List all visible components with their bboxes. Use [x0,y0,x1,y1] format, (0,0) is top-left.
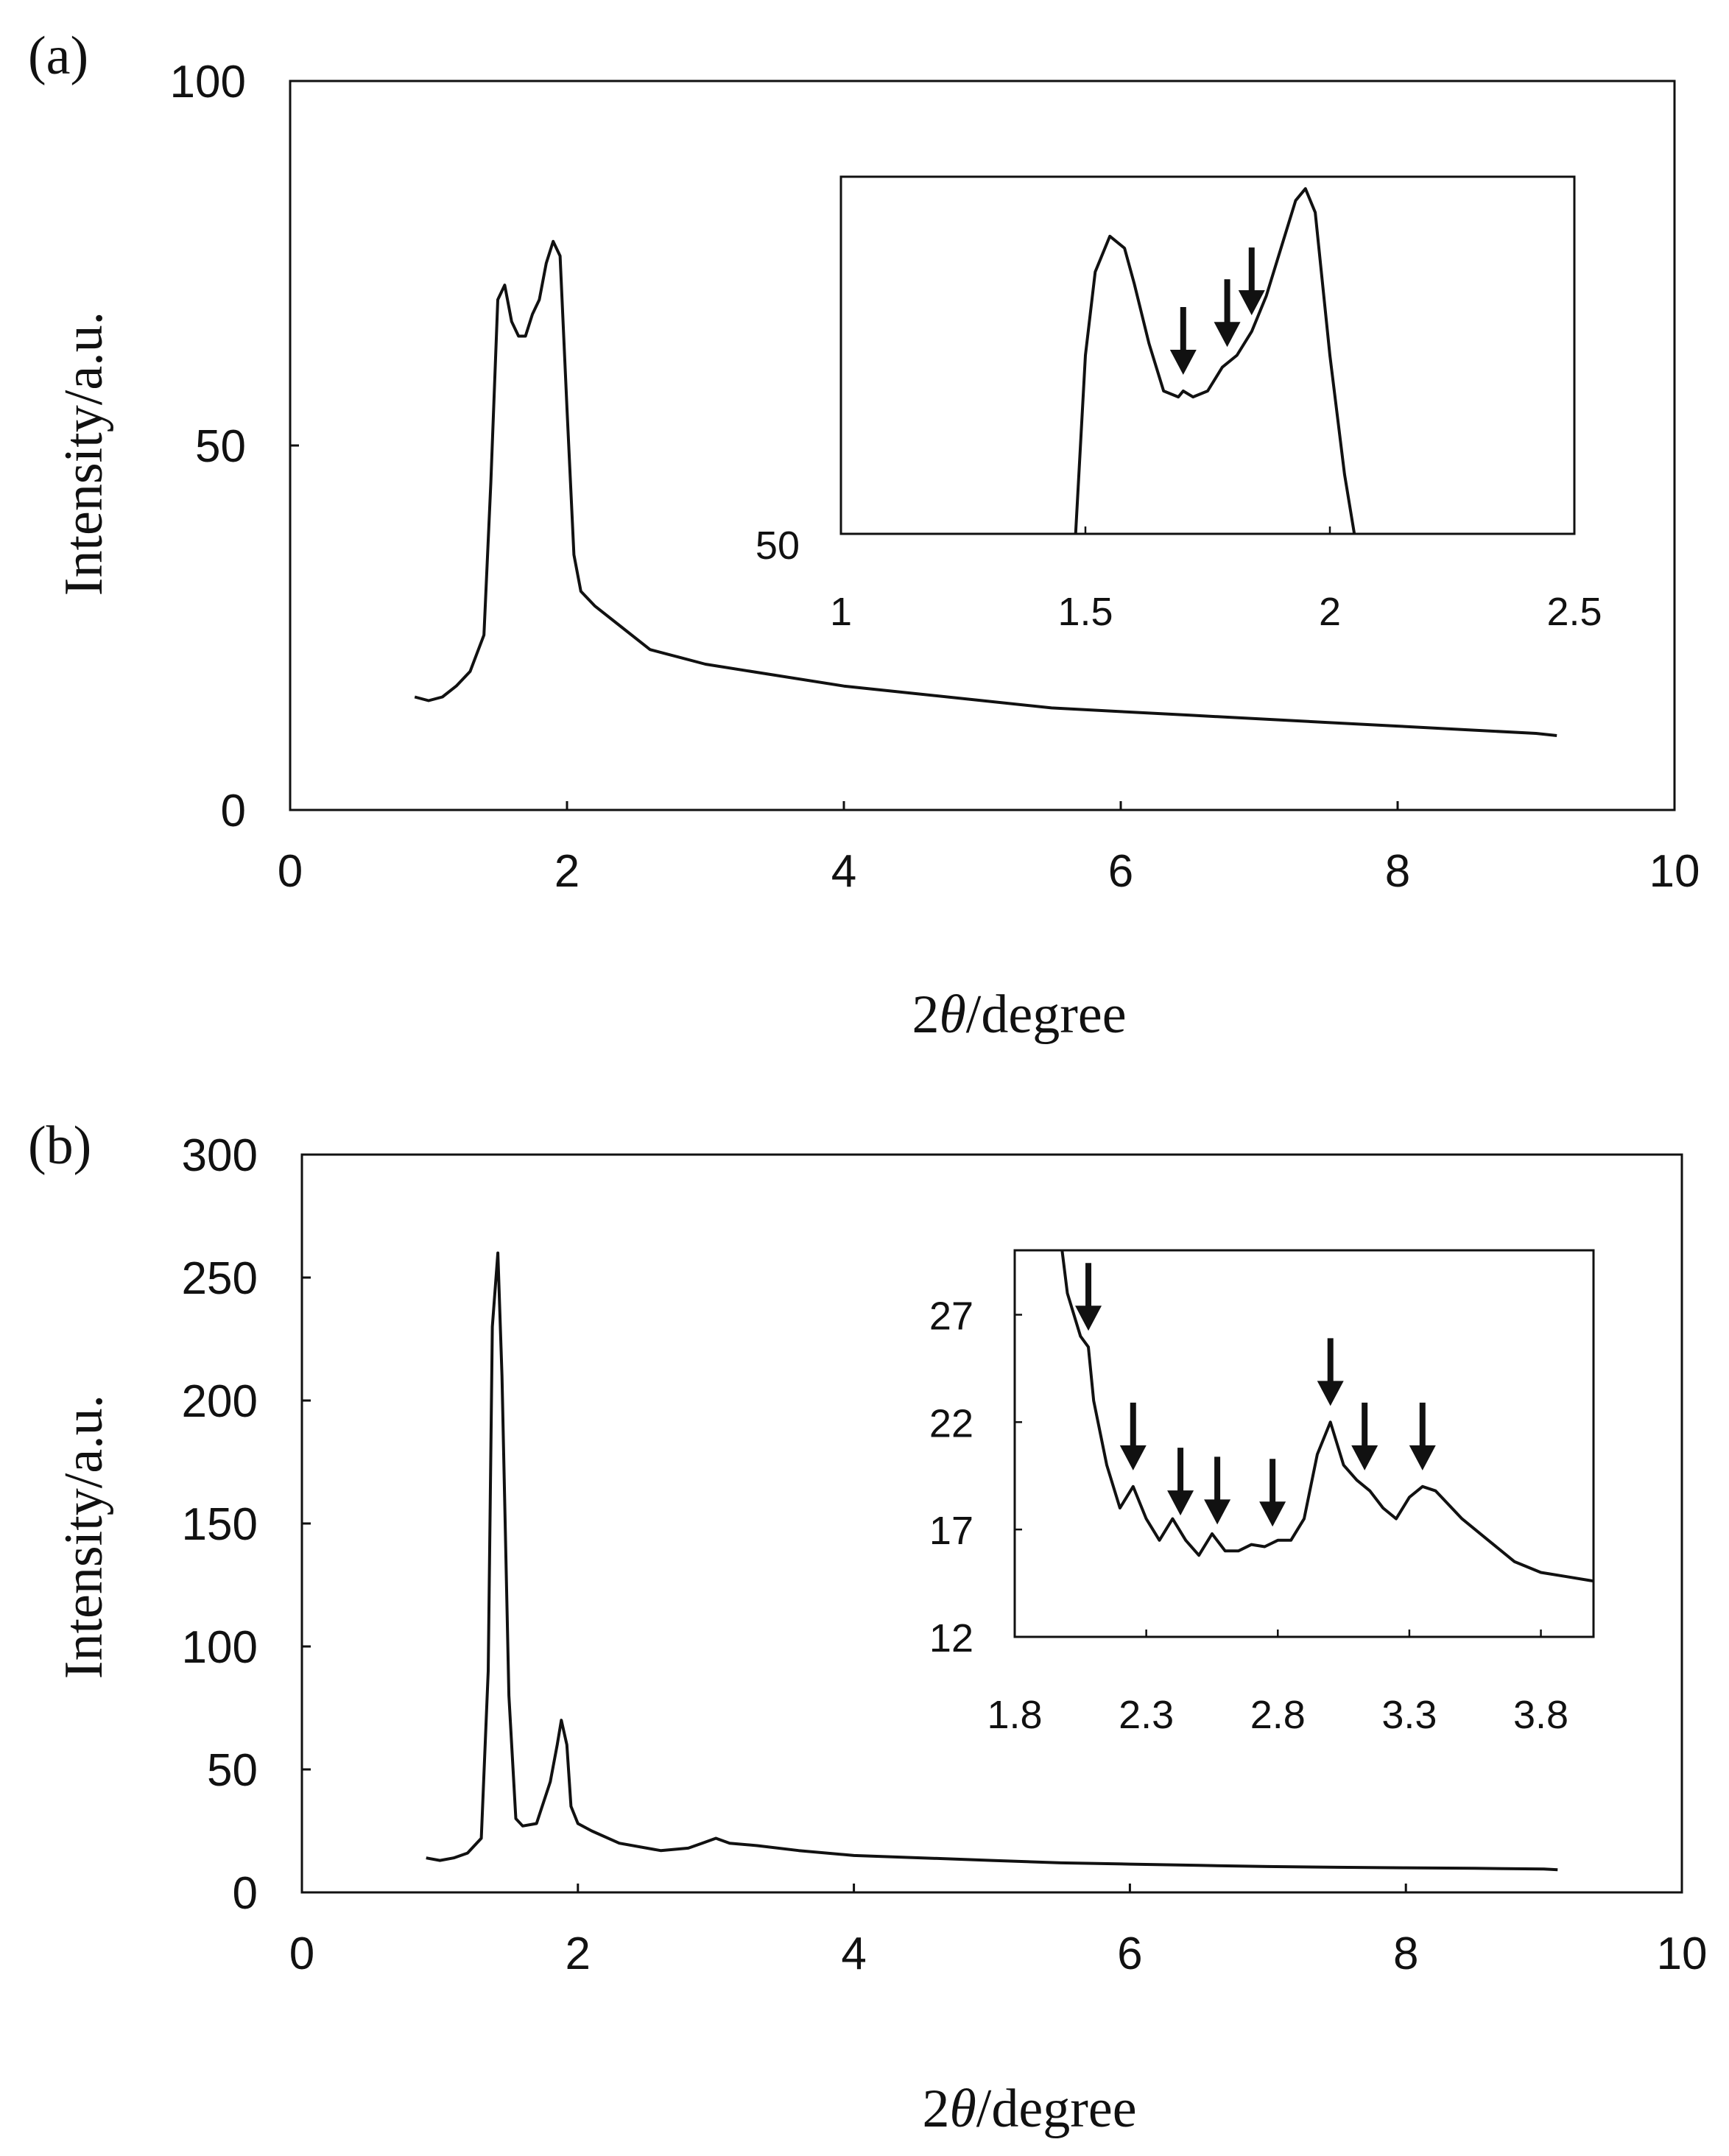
panel-a-inset-ytick-label: 50 [756,524,800,568]
panel-a-xtick-label: 2 [554,846,580,897]
panel-b-inset-xtick-label: 1.8 [987,1693,1042,1737]
panel-b-ytick-label: 150 [182,1499,258,1550]
panel-b-inset-xtick-label: 3.3 [1381,1693,1437,1737]
panel-a-xtick-label: 6 [1108,846,1133,897]
panel-b-inset-ytick-label: 27 [929,1294,973,1339]
panel-b-xlabel: 2θ/degree [922,2079,1136,2139]
panel-a-inset-frame [839,175,1576,535]
panel-b-label: (b) [28,1116,91,1176]
panel-b-inset-xtick-label: 2.8 [1250,1693,1306,1737]
panel-a-xlabel-theta: θ [939,984,965,1045]
panel-a-xtick-label: 10 [1649,846,1700,897]
panel-b-ytick-label: 100 [182,1622,258,1673]
panel-a-inset-arrow-head [1214,322,1241,348]
panel-b-xlabel-suffix: /degree [976,2079,1137,2139]
panel-b-inset-ytick-label: 12 [929,1616,973,1660]
panel-a-inset-xtick-label: 2.5 [1546,590,1602,634]
panel-b-inset-arrow-head [1204,1499,1231,1525]
panel-b-inset-ytick-label: 22 [929,1401,973,1445]
panel-b-inset-xtick-label: 3.8 [1513,1693,1568,1737]
panel-b-xlabel-theta: θ [949,2079,976,2139]
panel-b-inset-arrow-head [1167,1490,1194,1516]
panel-b-inset-frame [1013,1249,1595,1638]
panel-a-inset-xtick-label: 1 [830,590,852,634]
panel-a-inset-xtick-label: 1.5 [1057,590,1113,634]
panel-b-inset-arrow-head [1351,1445,1378,1470]
panel-b-xtick-label: 10 [1657,1928,1708,1979]
panel-b-series-line [426,1251,1558,1872]
panel-a-series-line [414,239,1557,737]
panel-b-xtick-label: 0 [289,1928,314,1979]
panel-b-xtick-label: 6 [1117,1928,1142,1979]
panel-a-xtick-label: 4 [831,846,856,897]
panel-a-xlabel-prefix: 2 [912,984,939,1045]
panel-a-xlabel: 2θ/degree [912,984,1126,1045]
panel-a-inset-arrow-head [1169,350,1197,375]
panel-b-ytick-label: 200 [182,1376,258,1427]
panel-b-inset-arrow-head [1259,1501,1286,1527]
panel-a-label: (a) [28,26,88,86]
panel-a-ylabel: Intensity/a.u. [54,311,114,596]
panel-b-xtick-label: 8 [1393,1928,1418,1979]
panel-a-inset-arrow-head [1238,290,1265,316]
panel-b-ytick-label: 50 [207,1745,258,1796]
panel-b-ytick-label: 0 [233,1868,258,1919]
panel-b-xlabel-prefix: 2 [922,2079,949,2139]
panel-b-xtick-label: 4 [841,1928,866,1979]
panel-a-inset-xtick-label: 2 [1319,590,1341,634]
panel-b-ylabel: Intensity/a.u. [54,1395,114,1679]
panel-b-xtick-label: 2 [566,1928,591,1979]
panel-a-ytick-label: 50 [195,421,246,472]
panel-b-inset-arrow-head [1119,1445,1147,1470]
panel-a-xlabel-suffix: /degree [966,984,1127,1045]
panel-a-inset-series-line [1074,187,1356,535]
panel-b-inset-arrow-head [1317,1381,1344,1406]
panel-b-inset-arrow-head [1409,1445,1436,1470]
panel-a-ytick-label: 0 [221,786,246,836]
panel-b-ytick-label: 250 [182,1253,258,1304]
panel-b-inset-ytick-label: 17 [929,1509,973,1553]
panel-b-inset-arrow-head [1075,1306,1102,1331]
panel-a-xtick-label: 0 [278,846,303,897]
panel-b-inset-series-line [1060,1250,1594,1583]
panel-a-ytick-label: 100 [170,57,246,108]
panel-b-ytick-label: 300 [182,1130,258,1181]
panel-a-xtick-label: 8 [1385,846,1410,897]
panel-b-inset-xtick-label: 2.3 [1119,1693,1174,1737]
